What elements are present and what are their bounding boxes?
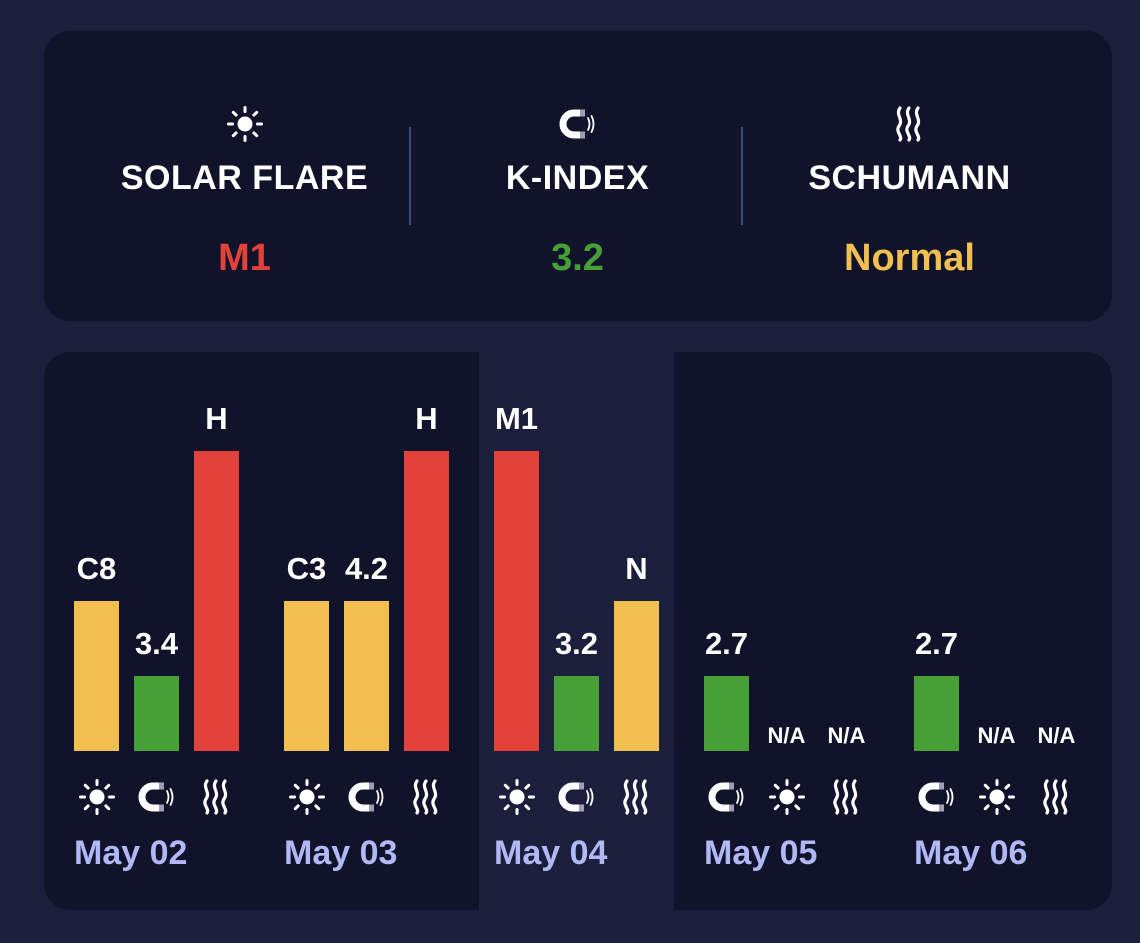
summary-title: SOLAR FLARE <box>120 159 369 197</box>
magnet-icon <box>704 780 749 814</box>
sun-icon <box>78 105 411 143</box>
sun-icon <box>974 779 1019 815</box>
bar-kindex[interactable] <box>134 676 179 751</box>
summary-value: Normal <box>844 237 975 279</box>
bar-kindex[interactable] <box>554 676 599 751</box>
bar-label-solar: C8 <box>76 551 117 586</box>
waves-icon <box>743 105 1076 143</box>
divider <box>741 127 743 225</box>
bar-label-schumann: N <box>625 551 648 586</box>
bar-kindex[interactable] <box>914 676 959 751</box>
bar-label-schumann: N/A <box>1037 723 1076 748</box>
bar-label-solar: N/A <box>977 723 1016 748</box>
day-date-label[interactable]: May 06 <box>914 834 1028 872</box>
sun-icon <box>284 779 329 815</box>
bar-kindex[interactable] <box>344 601 389 751</box>
day-date-label[interactable]: May 05 <box>704 834 818 872</box>
summary-schumann[interactable]: SCHUMANN Normal <box>743 31 1076 321</box>
summary-solar-flare[interactable]: SOLAR FLARE M1 <box>78 31 411 321</box>
sun-icon <box>494 779 539 815</box>
bar-label-kindex: 3.2 <box>554 626 599 661</box>
magnet-icon <box>411 105 744 143</box>
summary-k-index[interactable]: K-INDEX 3.2 <box>411 31 744 321</box>
bar-schumann[interactable] <box>194 451 239 751</box>
summary-title: SCHUMANN <box>808 159 1011 197</box>
bar-schumann[interactable] <box>404 451 449 751</box>
sun-icon <box>74 779 119 815</box>
bar-label-schumann: H <box>205 401 228 436</box>
magnet-icon <box>134 780 179 814</box>
summary-value: 3.2 <box>551 237 604 279</box>
sun-icon <box>764 779 809 815</box>
bar-schumann[interactable] <box>614 601 659 751</box>
current-conditions-card: SOLAR FLARE M1 K-INDEX 3.2 SCHUMANN Norm… <box>44 31 1112 321</box>
bar-solar[interactable] <box>74 601 119 751</box>
bar-label-kindex: 2.7 <box>914 626 959 661</box>
bar-solar[interactable] <box>284 601 329 751</box>
divider <box>409 127 411 225</box>
waves-icon <box>614 779 659 815</box>
day-date-label[interactable]: May 04 <box>494 834 608 872</box>
day-date-label[interactable]: May 03 <box>284 834 398 872</box>
bar-label-kindex: 4.2 <box>344 551 389 586</box>
waves-icon <box>1034 779 1079 815</box>
summary-value: M1 <box>218 237 271 279</box>
bar-label-solar: M1 <box>494 401 539 436</box>
magnet-icon <box>344 780 389 814</box>
waves-icon <box>194 779 239 815</box>
summary-title: K-INDEX <box>505 159 650 197</box>
magnet-icon <box>554 780 599 814</box>
bar-label-schumann: H <box>415 401 438 436</box>
day-date-label[interactable]: May 02 <box>74 834 188 872</box>
waves-icon <box>824 779 869 815</box>
bar-label-solar: N/A <box>767 723 806 748</box>
bar-label-schumann: N/A <box>827 723 866 748</box>
bar-label-kindex: 3.4 <box>134 626 179 661</box>
forecast-card: C8 3.4 H May 02 C3 4.2 H May 03 M1 3.2 N May 04 2.7 N… <box>44 352 1112 910</box>
magnet-icon <box>914 780 959 814</box>
bar-solar[interactable] <box>494 451 539 751</box>
bar-label-kindex: 2.7 <box>704 626 749 661</box>
bar-kindex[interactable] <box>704 676 749 751</box>
bar-label-solar: C3 <box>286 551 327 586</box>
waves-icon <box>404 779 449 815</box>
